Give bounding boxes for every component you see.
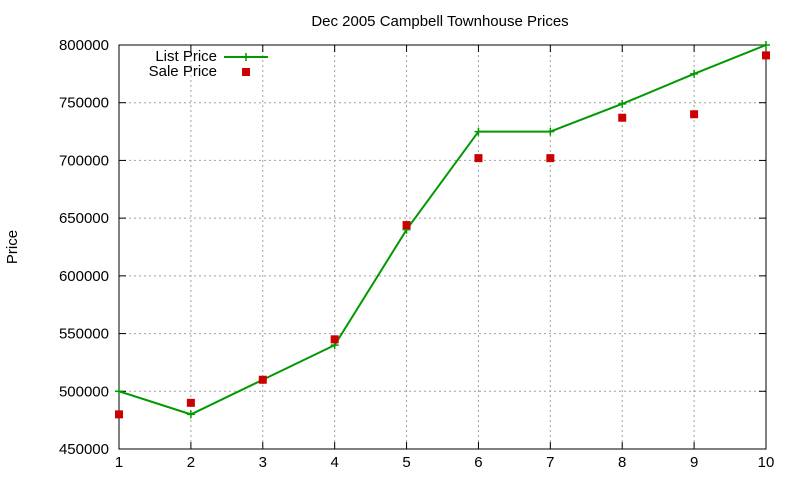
x-tick-label: 3 — [259, 454, 267, 471]
x-tick-label: 4 — [330, 454, 338, 471]
y-tick-label: 500000 — [59, 383, 109, 400]
list-price-point — [618, 99, 627, 108]
sale-price-point — [690, 110, 699, 119]
y-tick-label: 750000 — [59, 95, 109, 112]
y-tick-label: 650000 — [59, 210, 109, 227]
sale-price-point — [402, 221, 411, 230]
plot-frame — [118, 44, 767, 450]
list-price-point — [186, 410, 195, 419]
y-tick-label: 600000 — [59, 268, 109, 285]
sale-price-point — [258, 375, 267, 384]
chart-title: Dec 2005 Campbell Townhouse Prices — [311, 13, 568, 30]
list-price-point — [474, 127, 483, 136]
list-price-point — [115, 387, 123, 396]
x-tick-label: 1 — [115, 454, 123, 471]
x-tick-label: 8 — [618, 454, 626, 471]
x-tick-label: 7 — [546, 454, 554, 471]
sale-price-point — [762, 51, 770, 60]
y-tick-label: 450000 — [59, 441, 109, 458]
series-layer — [115, 41, 770, 419]
grid-layer — [119, 45, 766, 449]
legend-marker-sale-price — [242, 68, 250, 76]
y-tick-label: 700000 — [59, 152, 109, 169]
sale-price-point — [330, 335, 339, 344]
y-tick-label: 800000 — [59, 37, 109, 54]
x-tick-label: 5 — [402, 454, 410, 471]
x-tick-label: 9 — [690, 454, 698, 471]
sale-price-point — [618, 113, 627, 122]
list-price-point — [546, 127, 555, 136]
list-price-line — [118, 44, 767, 416]
x-tick-label: 6 — [474, 454, 482, 471]
legend-marker-list-price — [242, 53, 250, 61]
y-tick-label: 550000 — [59, 326, 109, 343]
sale-price-point — [546, 154, 555, 163]
legend-label-sale-price: Sale Price — [149, 63, 217, 80]
sale-price-point — [474, 154, 483, 163]
list-price-point — [762, 41, 770, 49]
sale-price-point — [115, 410, 123, 419]
legend-label-list-price: List Price — [155, 48, 217, 65]
y-axis-label: Price — [4, 230, 21, 264]
x-tick-label: 10 — [758, 454, 775, 471]
x-tick-label: 2 — [187, 454, 195, 471]
legend: List Price Sale Price — [149, 48, 268, 80]
sale-price-point — [186, 398, 195, 407]
tick-layer: 1 2 3 4 5 6 7 8 9 10 450000 500000 550000 600000 65000… — [59, 37, 774, 471]
list-price-point — [690, 69, 699, 78]
